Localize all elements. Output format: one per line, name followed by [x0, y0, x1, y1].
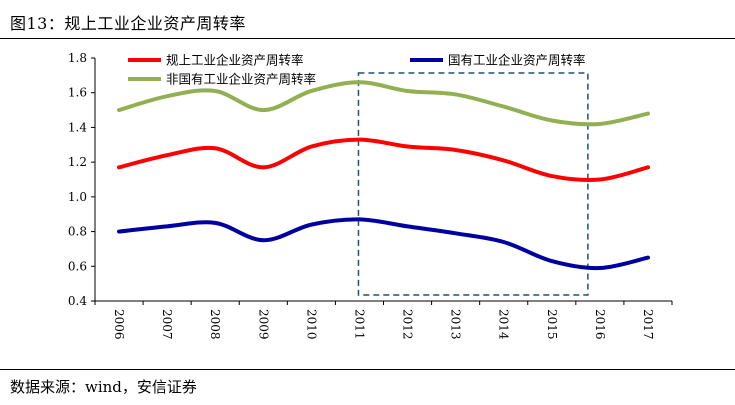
x-tick-label: 2006: [112, 309, 126, 340]
figure-title: 图13：规上工业企业资产周转率: [10, 14, 246, 33]
y-tick-label: 0.6: [68, 259, 87, 273]
x-tick-label: 2014: [497, 309, 511, 340]
y-tick-label: 1.6: [68, 86, 87, 100]
x-tick-label: 2010: [304, 309, 318, 340]
y-tick-label: 0.8: [68, 225, 87, 239]
legend-label-2: 国有工业企业资产周转率: [448, 53, 586, 68]
highlight-box: [357, 72, 589, 296]
y-tick-label: 0.4: [68, 294, 87, 308]
data-source: 数据来源：wind，安信证券: [10, 378, 197, 396]
x-tick-label: 2017: [641, 309, 655, 340]
x-tick-label: 2015: [545, 309, 559, 340]
y-tick-label: 1.2: [68, 155, 87, 169]
x-tick-label: 2007: [160, 309, 174, 340]
y-tick-label: 1.4: [68, 120, 87, 134]
legend-label-1: 规上工业企业资产周转率: [166, 53, 304, 68]
x-tick-label: 2008: [208, 309, 222, 340]
x-tick-label: 2016: [593, 309, 607, 340]
y-tick-label: 1.0: [68, 190, 87, 204]
bottom-rule: [0, 369, 735, 370]
legend-label-3: 非国有工业企业资产周转率: [166, 72, 316, 87]
x-tick-label: 2009: [256, 309, 270, 340]
x-tick-label: 2012: [401, 309, 415, 340]
series-line-1: [117, 137, 650, 183]
top-rule: [0, 38, 735, 39]
x-tick-label: 2011: [352, 309, 366, 340]
x-tick-label: 2013: [449, 309, 463, 340]
y-tick-label: 1.8: [68, 51, 87, 65]
series-line-3: [117, 80, 650, 127]
series-line-2: [117, 217, 650, 271]
